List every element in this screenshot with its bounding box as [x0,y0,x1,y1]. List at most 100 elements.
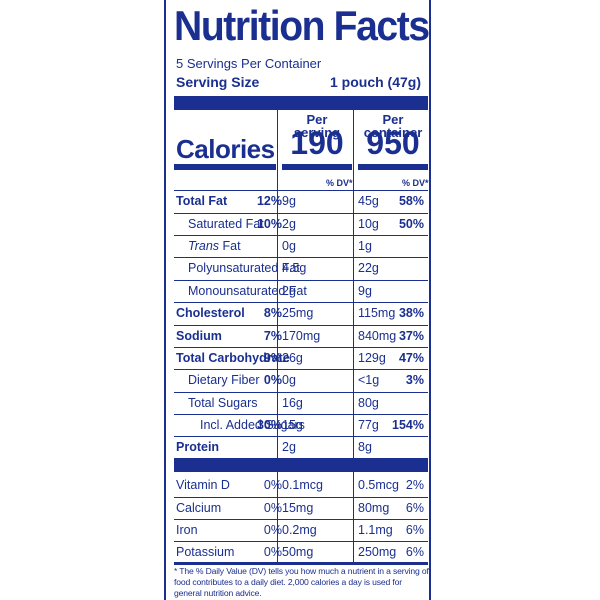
dv-per-serving: 0% [263,373,282,387]
nutrient-name: Iron [176,523,198,537]
nutrient-name: Monounsaturated Fat [188,284,307,298]
calories-divider [174,164,276,170]
amount-per-container: 77g [358,418,379,432]
row-divider [174,257,428,258]
nutrient-name: Cholesterol [176,306,245,320]
dv-per-container: 154% [392,418,424,432]
nutrient-row: Sodium 170mg 7% 840mg 37% [174,325,428,347]
dv-per-container: 58% [398,194,424,208]
dv-per-container: 38% [398,306,424,320]
dv-per-container: 3% [405,373,424,387]
amount-per-container: 10g [358,217,379,231]
dv-header-col1: % DV* [326,178,353,188]
dv-per-serving: 9% [263,351,282,365]
amount-per-container: 9g [358,284,372,298]
amount-per-container: 129g [358,351,386,365]
amount-per-serving: 15mg [282,501,314,515]
calories-divider-col1 [282,164,352,170]
nutrient-name: Calcium [176,501,222,515]
row-divider [174,190,428,191]
amount-per-serving: 170mg [282,329,321,343]
amount-per-container: 1g [358,239,372,253]
dv-per-serving: 10% [256,217,282,231]
nutrient-row: Saturated Fat 2g 10% 10g 50% [174,213,428,235]
column-separator-2 [353,110,354,562]
amount-per-serving: 0.1mcg [282,478,323,492]
calories-per-container: 950 [366,125,420,161]
per-serving-header: Per serving [293,112,341,140]
nutrient-row: Total Fat 9g 12% 45g 58% [174,190,428,212]
amount-per-container: 840mg [358,329,397,343]
nutrient-name: Vitamin D [176,478,230,492]
row-divider [174,280,428,281]
row-divider [174,541,428,542]
amount-per-container: 115mg [358,306,396,320]
calories-divider-col2 [358,164,428,170]
dv-per-container: 50% [398,217,424,231]
vitamin-row: Iron 0.2mg 0% 1.1mg 6% [174,519,428,541]
amount-per-serving: 0.2mg [282,523,317,537]
amount-per-container: 8g [358,440,372,454]
dv-per-serving: 0% [263,478,282,492]
nutrition-facts-label: Nutrition Facts 5 Servings Per Container… [164,0,431,600]
row-divider [174,347,428,348]
nutrient-name: Incl. Added Sugars [200,418,305,432]
nutrient-name: Total Fat [176,194,228,208]
nutrient-name: Trans Fat [188,239,241,253]
row-divider [174,302,428,303]
per-container-header: Per container [363,112,423,140]
amount-per-serving: 2g [282,217,296,231]
nutrient-name: Total Sugars [188,396,258,410]
dv-per-serving: 30% [256,418,282,432]
serving-size-value: 1 pouch (47g) [329,74,421,90]
dv-per-serving: 0% [263,545,282,559]
row-divider [174,213,428,214]
nutrient-row: Monounsaturated Fat 2g 9g [174,280,428,302]
dv-per-serving: 0% [263,501,282,515]
row-divider [174,235,428,236]
amount-per-serving: 0g [282,373,296,387]
dv-per-serving: 8% [263,306,282,320]
serving-size-row: Serving Size 1 pouch (47g) [176,74,421,90]
footnote-divider [174,562,428,565]
nutrient-name: Sodium [176,329,222,343]
amount-per-container: <1g [358,373,380,387]
row-divider [174,369,428,370]
amount-per-container: 45g [358,194,379,208]
amount-per-container: 250mg [358,545,397,559]
nutrient-row: Trans Fat 0g 1g [174,235,428,257]
amount-per-container: 1.1mg [358,523,393,537]
nutrient-row: Total Sugars 16g 80g [174,392,428,414]
dv-per-container: 37% [398,329,424,343]
amount-per-serving: 0g [282,239,296,253]
amount-per-serving: 26g [282,351,303,365]
nutrient-name: Protein [176,440,220,454]
nutrient-name-italic: Trans [188,239,220,253]
nutrient-row: Total Carbohydrate 26g 9% 129g 47% [174,347,428,369]
amount-per-serving: 15g [282,418,303,432]
calories-label: Calories [176,134,275,164]
nutrient-name: Saturated Fat [188,217,264,231]
amount-per-serving: 2g [282,284,296,298]
amount-per-container: 22g [358,261,379,275]
nutrient-name: Potassium [176,545,235,559]
amount-per-serving: 50mg [282,545,314,559]
vitamin-row: Potassium 50mg 0% 250mg 6% [174,541,428,563]
dv-per-container: 2% [405,478,424,492]
dv-per-container: 47% [398,351,424,365]
thick-divider [174,96,428,110]
vitamin-thick-divider [174,458,428,472]
dv-per-serving: 7% [263,329,282,343]
nutrient-name: Total Carbohydrate [176,351,290,365]
nutrient-name: Dietary Fiber [188,373,260,387]
column-separator-1 [277,110,278,562]
label-title: Nutrition Facts [174,2,430,49]
row-divider [174,436,428,437]
amount-per-container: 80g [358,396,379,410]
serving-size-label: Serving Size [176,74,260,90]
nutrient-row: Cholesterol 25mg 8% 115mg 38% [174,302,428,324]
amount-per-serving: 25mg [282,306,314,320]
dv-per-container: 6% [405,501,424,515]
servings-per-container: 5 Servings Per Container [176,56,322,71]
amount-per-serving: 9g [282,194,296,208]
